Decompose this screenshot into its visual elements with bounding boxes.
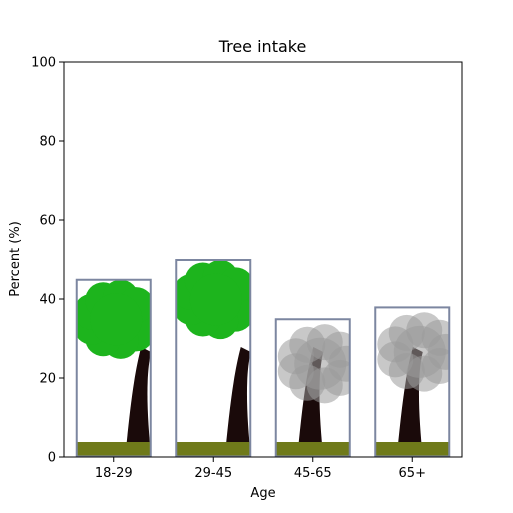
tree-trunk: [125, 347, 152, 457]
bar: [274, 318, 351, 458]
y-tick-label: 40: [39, 293, 56, 308]
plot-frame: [63, 61, 463, 458]
tree-foliage: [277, 324, 351, 404]
bars-group: [75, 259, 451, 458]
grass-strip: [275, 442, 351, 457]
x-tick-label: 18-29: [95, 466, 133, 481]
bar: [75, 278, 152, 458]
tree-foliage: [377, 312, 450, 392]
x-tick-label: 45-65: [294, 466, 332, 481]
y-axis: 0 20 40 60 80 100: [31, 56, 64, 466]
tree-foliage: [76, 279, 152, 359]
y-tick-label: 20: [39, 372, 56, 387]
grass-strip: [374, 442, 450, 457]
y-axis-label: Percent (%): [8, 221, 23, 297]
chart-title: Tree intake: [218, 37, 307, 56]
x-tick-label: 29-45: [194, 466, 232, 481]
grass-strip: [76, 442, 152, 457]
bar: [374, 306, 451, 458]
x-axis-label: Age: [250, 486, 275, 501]
x-axis: 18-29 29-45 45-65 65+: [95, 457, 426, 481]
y-tick-label: 80: [39, 135, 56, 150]
y-tick-label: 100: [31, 56, 56, 71]
tree-trunk: [224, 347, 251, 457]
bar-pictogram: [76, 279, 152, 457]
bar: [175, 259, 252, 458]
bar-pictogram: [175, 259, 251, 457]
bar-pictogram: [275, 318, 351, 457]
grass-strip: [175, 442, 251, 457]
y-tick-label: 0: [48, 451, 56, 466]
x-tick-label: 65+: [399, 466, 426, 481]
y-tick-label: 60: [39, 214, 56, 229]
tree-foliage: [175, 259, 251, 340]
bar-pictogram: [374, 306, 450, 457]
